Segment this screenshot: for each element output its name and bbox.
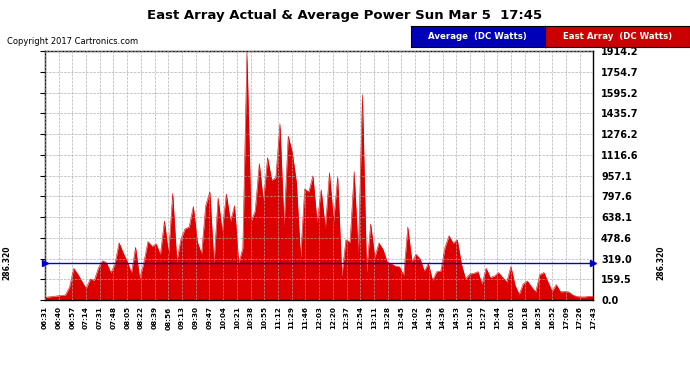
Text: East Array Actual & Average Power Sun Mar 5  17:45: East Array Actual & Average Power Sun Ma… [148,9,542,22]
Text: 286.320: 286.320 [2,246,12,280]
Text: East Array  (DC Watts): East Array (DC Watts) [563,32,672,41]
Text: Copyright 2017 Cartronics.com: Copyright 2017 Cartronics.com [7,38,138,46]
Text: Average  (DC Watts): Average (DC Watts) [428,32,527,41]
Text: 286.320: 286.320 [656,246,666,280]
